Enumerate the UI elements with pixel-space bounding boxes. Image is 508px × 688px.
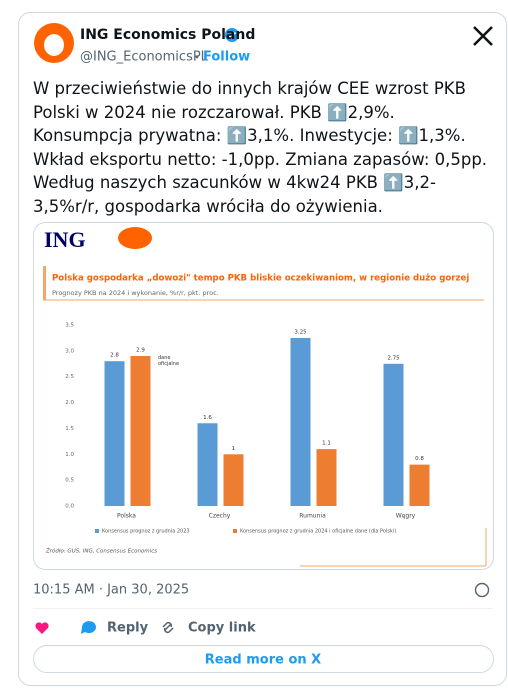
y-tick-label: 3.0 (65, 348, 74, 354)
follow-link[interactable]: Follow (203, 50, 250, 65)
y-tick-label: 1.0 (65, 452, 74, 458)
value-label: 1.6 (203, 415, 212, 421)
read-more-label[interactable]: Read more on X (205, 653, 321, 668)
chart-annotation: dane oficjalne (158, 355, 180, 367)
value-label: 1 (232, 446, 236, 452)
chart-subtitle: Prognozy PKB na 2024 i wykonanie, %r/r, … (52, 289, 219, 297)
y-tick-label: 2.0 (65, 400, 74, 406)
legend-swatch (95, 529, 99, 533)
value-label: 2.75 (387, 355, 400, 361)
timestamp[interactable]: 10:15 AM · Jan 30, 2025 (33, 583, 189, 598)
y-tick-label: 1.5 (65, 426, 74, 432)
separator-dot (195, 55, 199, 59)
x-tick-label: Węgry (396, 513, 416, 520)
link-icon[interactable] (162, 621, 174, 634)
legend-label: Konsensus prognoz z grudnia 2023 (102, 529, 190, 535)
y-tick-label: 0.0 (65, 504, 74, 510)
verified-badge (225, 28, 239, 42)
ing-logo-text: ING (44, 227, 86, 252)
ing-lion (118, 227, 152, 249)
bar (290, 337, 311, 506)
value-label: 2.9 (136, 348, 145, 354)
info-icon[interactable] (474, 582, 490, 598)
value-label: 3.25 (294, 329, 307, 335)
value-label: 2.8 (110, 353, 119, 359)
value-label: 1.1 (322, 441, 331, 447)
account-handle[interactable]: @ING_EconomicsPL (80, 50, 209, 65)
bar (197, 423, 218, 506)
legend-swatch (233, 529, 237, 533)
account-name[interactable]: ING Economics Poland (80, 27, 255, 43)
y-tick-label: 0.5 (65, 478, 74, 484)
bar (130, 356, 151, 506)
y-tick-label: 2.5 (65, 374, 74, 380)
reply-icon[interactable] (81, 621, 96, 634)
like-icon[interactable] (35, 622, 49, 634)
bar (104, 361, 125, 506)
read-more-button[interactable] (33, 645, 494, 673)
y-tick-label: 3.5 (65, 323, 74, 329)
legend-label: Konsensus prognoz z grudnia 2024 i oficj… (240, 529, 396, 535)
chart-source: Źródło: GUS, ING, Consensus Economics (45, 547, 157, 555)
tweet-text: W przeciwieństwie do innych krajów CEE w… (33, 79, 488, 216)
verified-check (227, 31, 237, 39)
title-accent (43, 266, 46, 300)
chart-title: Polska gospodarka „dowozi" tempo PKB bli… (52, 274, 469, 284)
x-tick-label: Rumunia (299, 513, 326, 520)
x-tick-label: Czechy (209, 513, 231, 520)
bar (409, 464, 430, 506)
bar (383, 363, 404, 506)
x-logo[interactable] (473, 26, 493, 46)
value-label: 0.8 (415, 456, 424, 462)
copy-link-label[interactable]: Copy link (188, 621, 256, 636)
reply-label[interactable]: Reply (107, 621, 149, 636)
x-tick-label: Polska (117, 513, 136, 520)
bar (316, 449, 337, 506)
bar (223, 454, 244, 506)
avatar-lion (44, 34, 64, 56)
